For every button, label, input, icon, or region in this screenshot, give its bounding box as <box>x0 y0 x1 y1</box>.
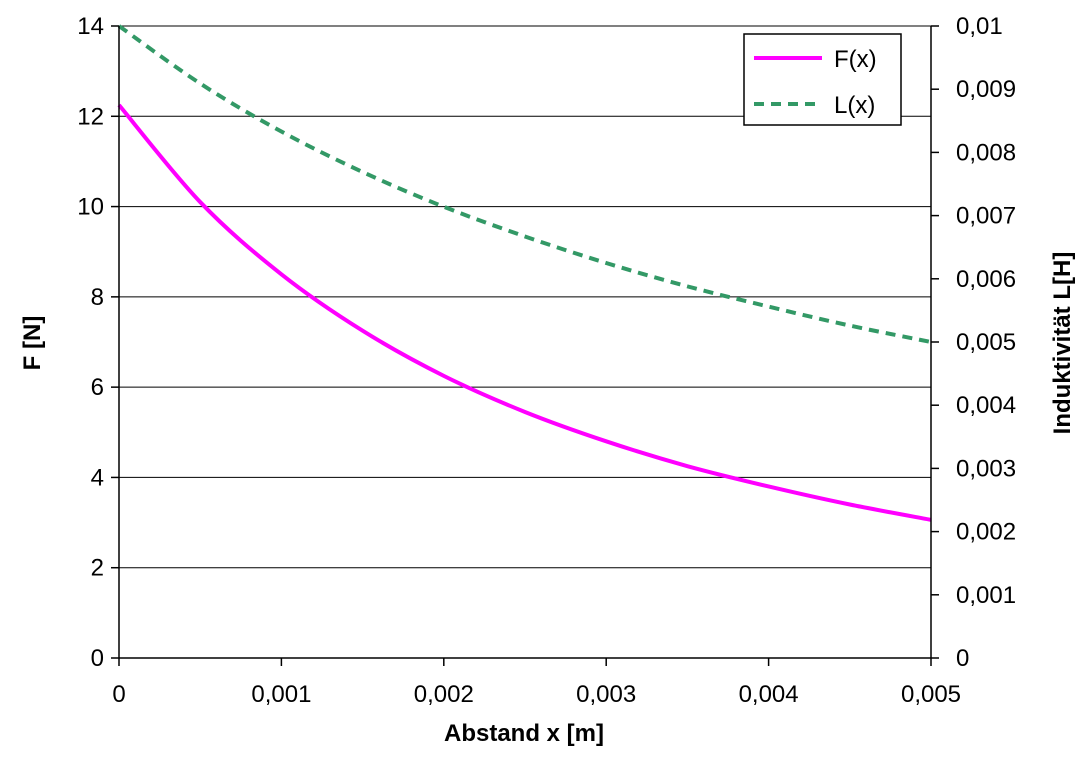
x-tick-label: 0,004 <box>739 681 799 708</box>
series-group <box>117 24 932 522</box>
x-tick-label: 0,003 <box>576 681 636 708</box>
x-tick-label: 0 <box>112 681 125 708</box>
legend-label-l: L(x) <box>834 92 875 119</box>
x-tick-label: 0,001 <box>251 681 311 708</box>
y-tick-label: 4 <box>91 464 104 491</box>
y2-tick-label: 0 <box>956 645 969 672</box>
y-tick-label: 6 <box>91 374 104 401</box>
series-line-f <box>117 103 932 522</box>
y-tick-label: 10 <box>77 194 104 221</box>
axes <box>111 25 939 666</box>
legend-box <box>743 33 902 126</box>
x-tick-label: 0,005 <box>901 681 961 708</box>
y-tick-label: 14 <box>77 13 104 40</box>
x-tick-label: 0,002 <box>414 681 474 708</box>
y2-tick-label: 0,009 <box>956 76 1016 103</box>
y2-tick-label: 0,005 <box>956 329 1016 356</box>
y2-tick-label: 0,006 <box>956 266 1016 293</box>
y2-tick-label: 0,01 <box>956 13 1003 40</box>
y-tick-label: 0 <box>91 645 104 672</box>
y2-tick-label: 0,007 <box>956 203 1016 230</box>
y2-tick-label: 0,003 <box>956 455 1016 482</box>
tick-labels: 0 2 4 6 8 10 12 14 0 0,001 0,002 0,003 0,004 0,005 0,0… <box>77 13 1016 708</box>
y-tick-label: 2 <box>91 555 104 582</box>
legend-label-f: F(x) <box>834 46 877 73</box>
y-tick-label: 8 <box>91 284 104 311</box>
legend: F(x) L(x) <box>743 33 902 126</box>
y2-tick-label: 0,004 <box>956 392 1016 419</box>
x-axis-title: Abstand x [m] <box>444 720 604 747</box>
y2-tick-label: 0,008 <box>956 139 1016 166</box>
y2-tick-label: 0,002 <box>956 519 1016 546</box>
series-line-l <box>117 24 932 344</box>
y2-axis-title: Induktivität L[H] <box>1049 252 1076 435</box>
y2-tick-label: 0,001 <box>956 582 1016 609</box>
y-axis-title: F [N] <box>19 316 46 371</box>
y-tick-label: 12 <box>77 103 104 130</box>
